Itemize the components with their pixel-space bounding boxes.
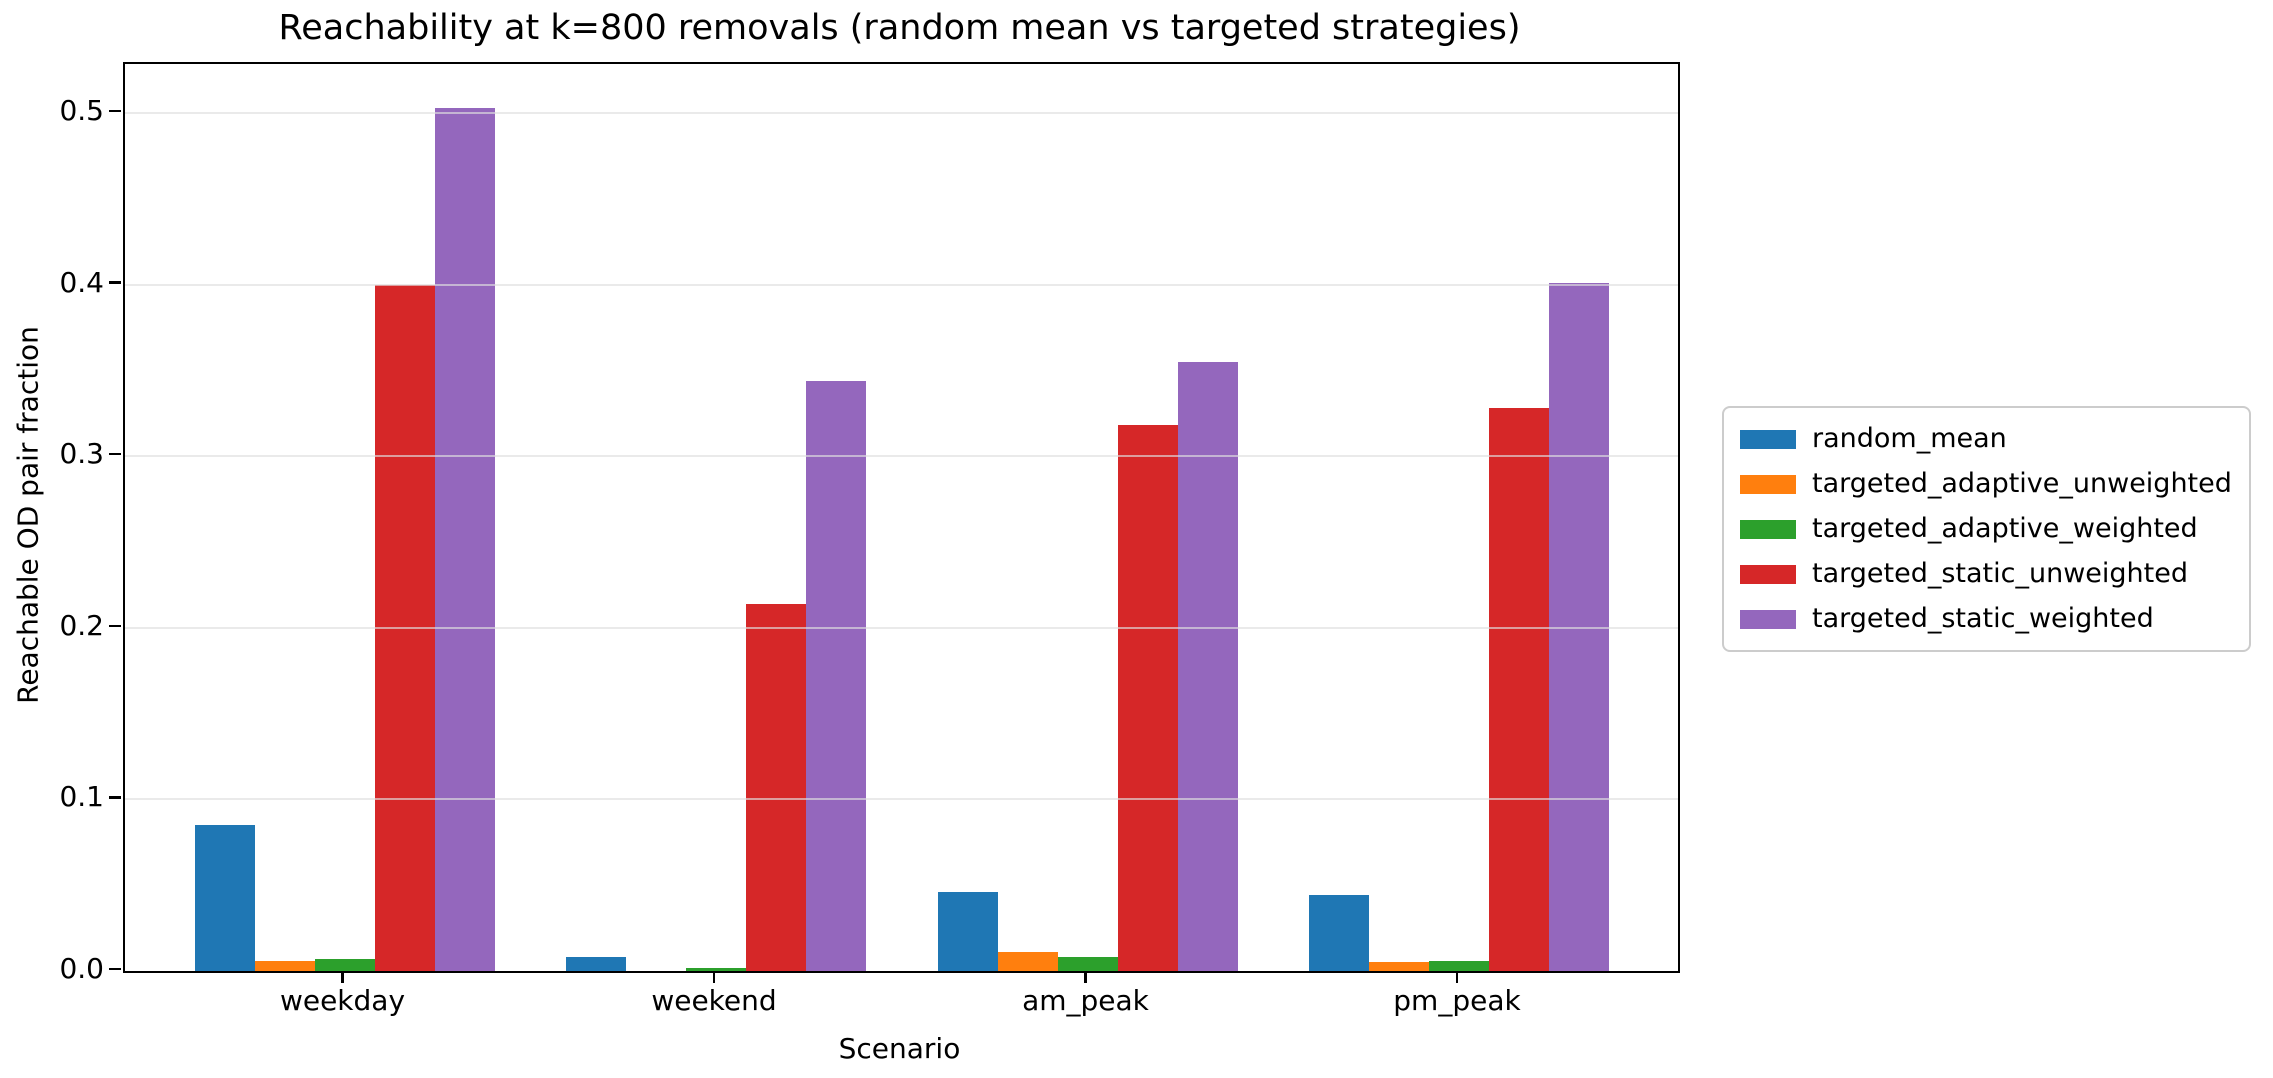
x-tick-label-am_peak: am_peak xyxy=(1022,984,1149,1017)
x-tick-mark-am_peak xyxy=(1084,971,1087,983)
legend-label: targeted_static_weighted xyxy=(1812,603,2154,634)
legend-swatch-targeted_static_unweighted xyxy=(1740,564,1796,584)
legend-swatch-targeted_static_weighted xyxy=(1740,609,1796,629)
legend-label: targeted_static_unweighted xyxy=(1812,558,2188,589)
x-tick-label-weekend: weekend xyxy=(651,984,777,1017)
y-tick-label-0.2: 0.2 xyxy=(59,608,104,642)
bar-am_peak-targeted_adaptive_unweighted xyxy=(997,952,1058,971)
bar-weekday-targeted_adaptive_weighted xyxy=(314,959,375,971)
x-tick-mark-weekend xyxy=(712,971,716,983)
gridline-y-0.3 xyxy=(125,455,1678,458)
y-tick-mark-0.4 xyxy=(108,281,121,284)
legend-swatch-random_mean xyxy=(1740,429,1796,449)
bar-pm_peak-random_mean xyxy=(1309,895,1369,971)
y-axis-label: Reachable OD pair fraction xyxy=(11,326,45,704)
bar-am_peak-targeted_static_weighted xyxy=(1177,362,1238,971)
y-tick-label-0.3: 0.3 xyxy=(59,437,104,471)
chart-title: Reachability at k=800 removals (random m… xyxy=(278,8,1521,48)
gridline-y-0.5 xyxy=(125,111,1678,114)
bar-weekend-targeted_static_weighted xyxy=(806,381,866,971)
x-axis-label: Scenario xyxy=(838,1032,961,1065)
y-tick-label-0.4: 0.4 xyxy=(59,265,104,299)
y-tick-mark-0.5 xyxy=(108,109,121,113)
gridline-y-0.2 xyxy=(125,626,1678,629)
bar-pm_peak-targeted_adaptive_unweighted xyxy=(1369,962,1429,971)
x-tick-label-pm_peak: pm_peak xyxy=(1393,984,1521,1017)
legend-item-targeted_adaptive_weighted: targeted_adaptive_weighted xyxy=(1740,509,2233,549)
legend-label: targeted_adaptive_unweighted xyxy=(1812,468,2232,499)
y-tick-mark-0.3 xyxy=(108,452,121,456)
legend-item-targeted_static_unweighted: targeted_static_unweighted xyxy=(1740,554,2233,594)
bar-weekday-random_mean xyxy=(194,825,255,971)
legend-item-random_mean: random_mean xyxy=(1740,419,2233,459)
bar-am_peak-random_mean xyxy=(937,892,998,971)
y-tick-mark-0.0 xyxy=(108,967,121,971)
bar-weekday-targeted_adaptive_unweighted xyxy=(254,961,315,971)
legend-item-targeted_static_weighted: targeted_static_weighted xyxy=(1740,599,2233,639)
bar-pm_peak-targeted_static_unweighted xyxy=(1489,408,1549,971)
y-tick-label-0.1: 0.1 xyxy=(59,780,104,814)
legend-item-targeted_adaptive_unweighted: targeted_adaptive_unweighted xyxy=(1740,464,2233,504)
y-tick-mark-0.1 xyxy=(108,796,121,799)
bar-am_peak-targeted_static_unweighted xyxy=(1117,425,1178,971)
legend-label: random_mean xyxy=(1812,423,2007,454)
bar-weekday-targeted_static_weighted xyxy=(434,108,495,971)
y-tick-label-0.0: 0.0 xyxy=(59,952,104,985)
legend-swatch-targeted_adaptive_unweighted xyxy=(1740,474,1796,494)
bar-weekend-random_mean xyxy=(566,957,626,971)
bar-weekend-targeted_static_unweighted xyxy=(746,604,806,971)
x-tick-mark-weekday xyxy=(341,971,344,983)
x-tick-label-weekday: weekday xyxy=(279,984,406,1017)
y-tick-mark-0.2 xyxy=(108,624,121,627)
bar-pm_peak-targeted_adaptive_weighted xyxy=(1429,961,1489,971)
gridline-y-0.1 xyxy=(125,798,1678,801)
legend-swatch-targeted_adaptive_weighted xyxy=(1740,519,1796,539)
x-tick-mark-pm_peak xyxy=(1455,971,1459,983)
bar-weekend-targeted_adaptive_weighted xyxy=(686,968,746,971)
plot-area xyxy=(123,62,1680,973)
bar-am_peak-targeted_adaptive_weighted xyxy=(1057,957,1118,971)
y-tick-label-0.5: 0.5 xyxy=(59,93,104,127)
legend-label: targeted_adaptive_weighted xyxy=(1812,513,2198,544)
gridline-y-0.4 xyxy=(125,283,1678,286)
